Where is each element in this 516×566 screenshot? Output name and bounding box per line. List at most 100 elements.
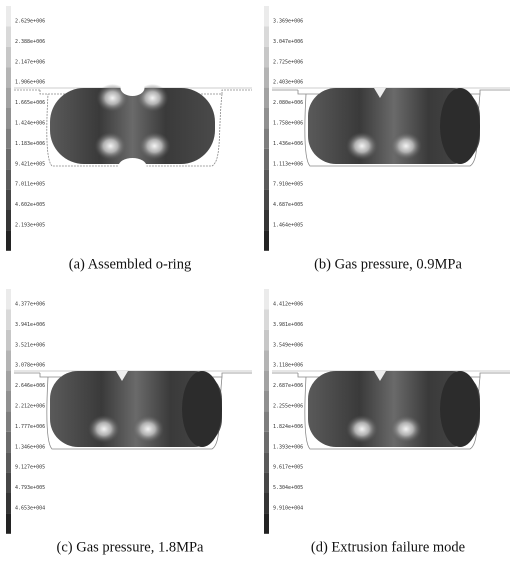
color-bar-segment [6,190,11,210]
color-bar-segment [264,169,269,189]
color-bar-segment [6,47,11,67]
color-bar-segment [264,108,269,128]
color-bar-segment [6,108,11,128]
stress-spot [95,132,127,160]
legend-label: 2.080e+006 [273,100,303,106]
legend-label: 5.304e+005 [273,485,303,491]
caption: (b) Gas pressure, 0.9MPa [314,256,462,272]
color-bar-segment [6,350,11,370]
color-bar-segment [264,230,269,250]
color-bar-segment [264,47,269,67]
legend-label: 2.212e+006 [15,404,45,410]
color-bar-segment [264,473,269,493]
color-bar-segment [264,210,269,230]
legend-label: 1.665e+006 [15,100,45,106]
color-bar-segment [264,26,269,46]
color-bar-segment [6,309,11,329]
color-bar-segment [264,330,269,350]
legend-label: 9.617e+005 [273,465,303,471]
color-bar-segment [264,350,269,370]
color-bar-segment [6,473,11,493]
legend-label: 4.653e+004 [15,506,45,512]
panel: 2.629e+0062.388e+0062.147e+0061.906e+006… [6,6,252,272]
legend-label: 2.403e+006 [273,80,303,86]
color-bar-segment [264,513,269,533]
legend-label: 2.255e+006 [273,404,303,410]
legend-label: 2.147e+006 [15,59,45,65]
stress-spot [132,415,164,443]
panel: 4.412e+0063.981e+0063.549e+0063.118e+006… [264,289,510,555]
legend-label: 2.725e+006 [273,59,303,65]
color-bar-segment [6,149,11,169]
legend-label: 1.183e+006 [15,141,45,147]
panel: 3.369e+006 3.047e+006 2.725e+006 2.403e+006… [264,6,510,272]
stress-spot [390,415,422,443]
stress-spot [346,132,378,160]
color-bar-segment [264,88,269,108]
legend-label: 1.424e+006 [15,121,45,127]
color-bar-segment [6,513,11,533]
caption: (a) Assembled o-ring [69,256,191,272]
color-bar-segment [264,371,269,391]
color-bar-segment [264,309,269,329]
color-bar-segment [264,452,269,472]
legend-label: 1.113e+006 [273,161,303,167]
color-bar-segment [6,391,11,411]
color-bar-segment [6,371,11,391]
legend-label: 3.941e+006 [15,322,45,328]
color-bar-segment [6,330,11,350]
legend-label: 2.193e+005 [15,223,45,229]
legend-label: 3.521e+006 [15,342,45,348]
color-bar-segment [264,67,269,87]
legend-label: 1.906e+006 [15,80,45,86]
color-bar-segment [264,432,269,452]
legend-label: 4.412e+006 [273,302,303,308]
legend-label: 3.078e+006 [15,363,45,369]
o-ring-edge [182,371,222,447]
color-bar-segment [264,391,269,411]
color-bar-segment [6,88,11,108]
color-bar-segment [264,190,269,210]
legend-label: 1.464e+005 [273,223,303,229]
legend-label: 2.388e+006 [15,39,45,45]
color-bar-segment [6,26,11,46]
legend-label: 9.910e+004 [273,506,303,512]
stress-spot [88,415,120,443]
stress-spot [139,132,171,160]
notch [121,80,145,96]
color-bar-segment [264,289,269,309]
legend-label: 7.910e+005 [273,182,303,188]
legend-label: 3.118e+006 [273,363,303,369]
notch [119,158,147,174]
color-bar-segment [6,210,11,230]
legend-label: 1.346e+006 [15,444,45,450]
caption: (c) Gas pressure, 1.8MPa [57,539,205,555]
legend-label: 1.758e+006 [273,121,303,127]
color-bar-segment [264,149,269,169]
panels: 2.629e+0062.388e+0062.147e+0061.906e+006… [6,6,510,555]
color-bar-segment [6,432,11,452]
legend-label: 1.777e+006 [15,424,45,430]
legend-label: 2.646e+006 [15,383,45,389]
color-bar-segment [6,67,11,87]
color-bar-segment [6,452,11,472]
o-ring-edge [440,88,480,164]
legend-label: 1.436e+006 [273,141,303,147]
o-ring [50,88,215,164]
caption: (d) Extrusion failure mode [311,539,465,555]
legend-label: 3.047e+006 [273,39,303,45]
color-bar-segment [264,411,269,431]
color-bar-segment [6,128,11,148]
o-ring-edge [440,371,480,447]
legend-label: 1.393e+006 [273,444,303,450]
legend-label: 1.824e+006 [273,424,303,430]
legend-label: 9.421e+005 [15,161,45,167]
legend-label: 3.369e+006 [273,19,303,25]
color-bar-segment [6,6,11,26]
color-bar-segment [6,411,11,431]
color-bar-segment [6,169,11,189]
legend-label: 3.549e+006 [273,342,303,348]
legend-label: 7.011e+005 [15,182,45,188]
legend-label: 2.687e+006 [273,383,303,389]
legend-label: 9.127e+005 [15,465,45,471]
